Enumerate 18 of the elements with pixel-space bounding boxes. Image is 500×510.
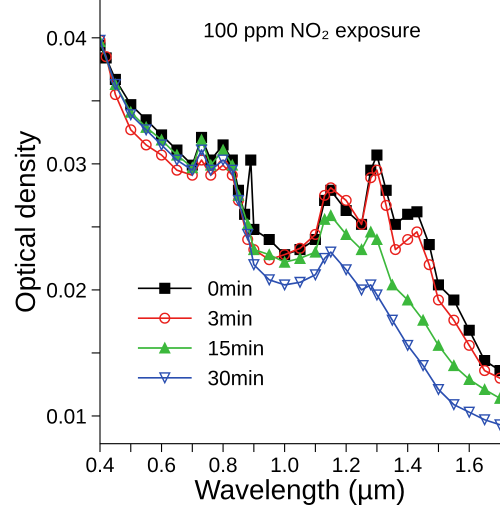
y-tick-label: 0.02 [47,282,86,298]
y-tick-label: 0.01 [47,408,86,424]
legend-label: 3min [208,310,252,326]
x-tick-label: 1.2 [333,457,360,472]
x-tick-label: 0.4 [86,457,114,472]
y-tick-label: 0.04 [47,30,86,46]
y-tick-label: 0.03 [47,156,86,172]
x-tick-label: 1.6 [456,457,483,472]
x-tick-label: 0.6 [148,457,176,472]
x-tick-label: 1.4 [394,458,422,472]
legend-label: 0min [208,280,252,296]
text: 100 ppm NO₂ exposure [204,22,420,42]
x-tick-label: 0.8 [209,457,237,472]
x-tick-label: 1.0 [272,457,298,472]
y-axis-title: Optical density [14,130,41,312]
x-axis-title: Wavelength (µm) [194,479,404,505]
legend-label: 15min [209,340,263,356]
legend-label: 30min [208,370,263,386]
